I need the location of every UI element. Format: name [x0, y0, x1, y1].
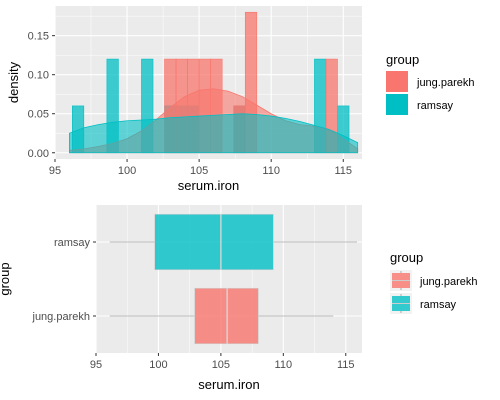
histogram-x-ticks: 95 100 105 110 115 — [49, 159, 352, 177]
x-tick-label: 95 — [49, 165, 61, 177]
boxplot-legend: group jung.parekh ramsay — [390, 250, 478, 314]
histogram-legend-title: group — [386, 52, 419, 67]
boxplot-y-ticks: jung.parekh ramsay — [32, 237, 96, 323]
y-tick-label: jung.parekh — [32, 311, 91, 323]
x-tick-label: 100 — [149, 359, 167, 371]
y-tick-label: ramsay — [54, 237, 91, 249]
boxplot-chart: jung.parekh ramsay 95 100 105 110 115 serum.i… — [0, 205, 478, 392]
y-tick-label: 0.15 — [28, 31, 49, 43]
boxplot-x-ticks: 95 100 105 110 115 — [90, 353, 355, 371]
boxplot-x-axis-title: serum.iron — [198, 377, 259, 392]
y-tick-label: 0.10 — [28, 70, 49, 82]
density-curves — [69, 88, 359, 154]
boxplot-legend-title: group — [390, 250, 423, 265]
histogram-chart: 0.00 0.05 0.10 0.15 95 100 105 110 115 serum.ir… — [6, 6, 475, 193]
legend-label-jung-parekh: jung.parekh — [416, 77, 475, 89]
x-tick-label: 95 — [90, 359, 102, 371]
legend-label-box-ramsay: ramsay — [420, 299, 457, 311]
y-tick-label: 0.00 — [28, 148, 49, 160]
legend-key-ramsay — [386, 94, 408, 115]
x-tick-label: 115 — [337, 359, 355, 371]
y-tick-label: 0.05 — [28, 109, 49, 121]
x-tick-label: 115 — [334, 165, 352, 177]
histogram-legend: group jung.parekh ramsay — [386, 52, 475, 115]
histogram-x-axis-title: serum.iron — [178, 178, 239, 193]
x-tick-label: 110 — [275, 359, 293, 371]
x-tick-label: 105 — [190, 165, 208, 177]
legend-label-box-jung-parekh: jung.parekh — [419, 276, 478, 288]
legend-label-ramsay: ramsay — [417, 100, 454, 112]
legend-key-box-jung-parekh — [390, 270, 412, 291]
legend-key-box-ramsay — [390, 293, 412, 314]
boxplot-y-axis-title: group — [0, 262, 12, 295]
x-tick-label: 110 — [262, 165, 280, 177]
box-ramsay — [154, 213, 274, 271]
histogram-y-axis-title: density — [6, 61, 21, 103]
density-curve-ramsay — [69, 113, 359, 154]
histogram-y-ticks: 0.00 0.05 0.10 0.15 — [28, 31, 55, 160]
legend-key-jung-parekh — [386, 71, 408, 92]
x-tick-label: 105 — [212, 359, 230, 371]
x-tick-label: 100 — [118, 165, 136, 177]
boxplot-boxes — [109, 213, 358, 345]
